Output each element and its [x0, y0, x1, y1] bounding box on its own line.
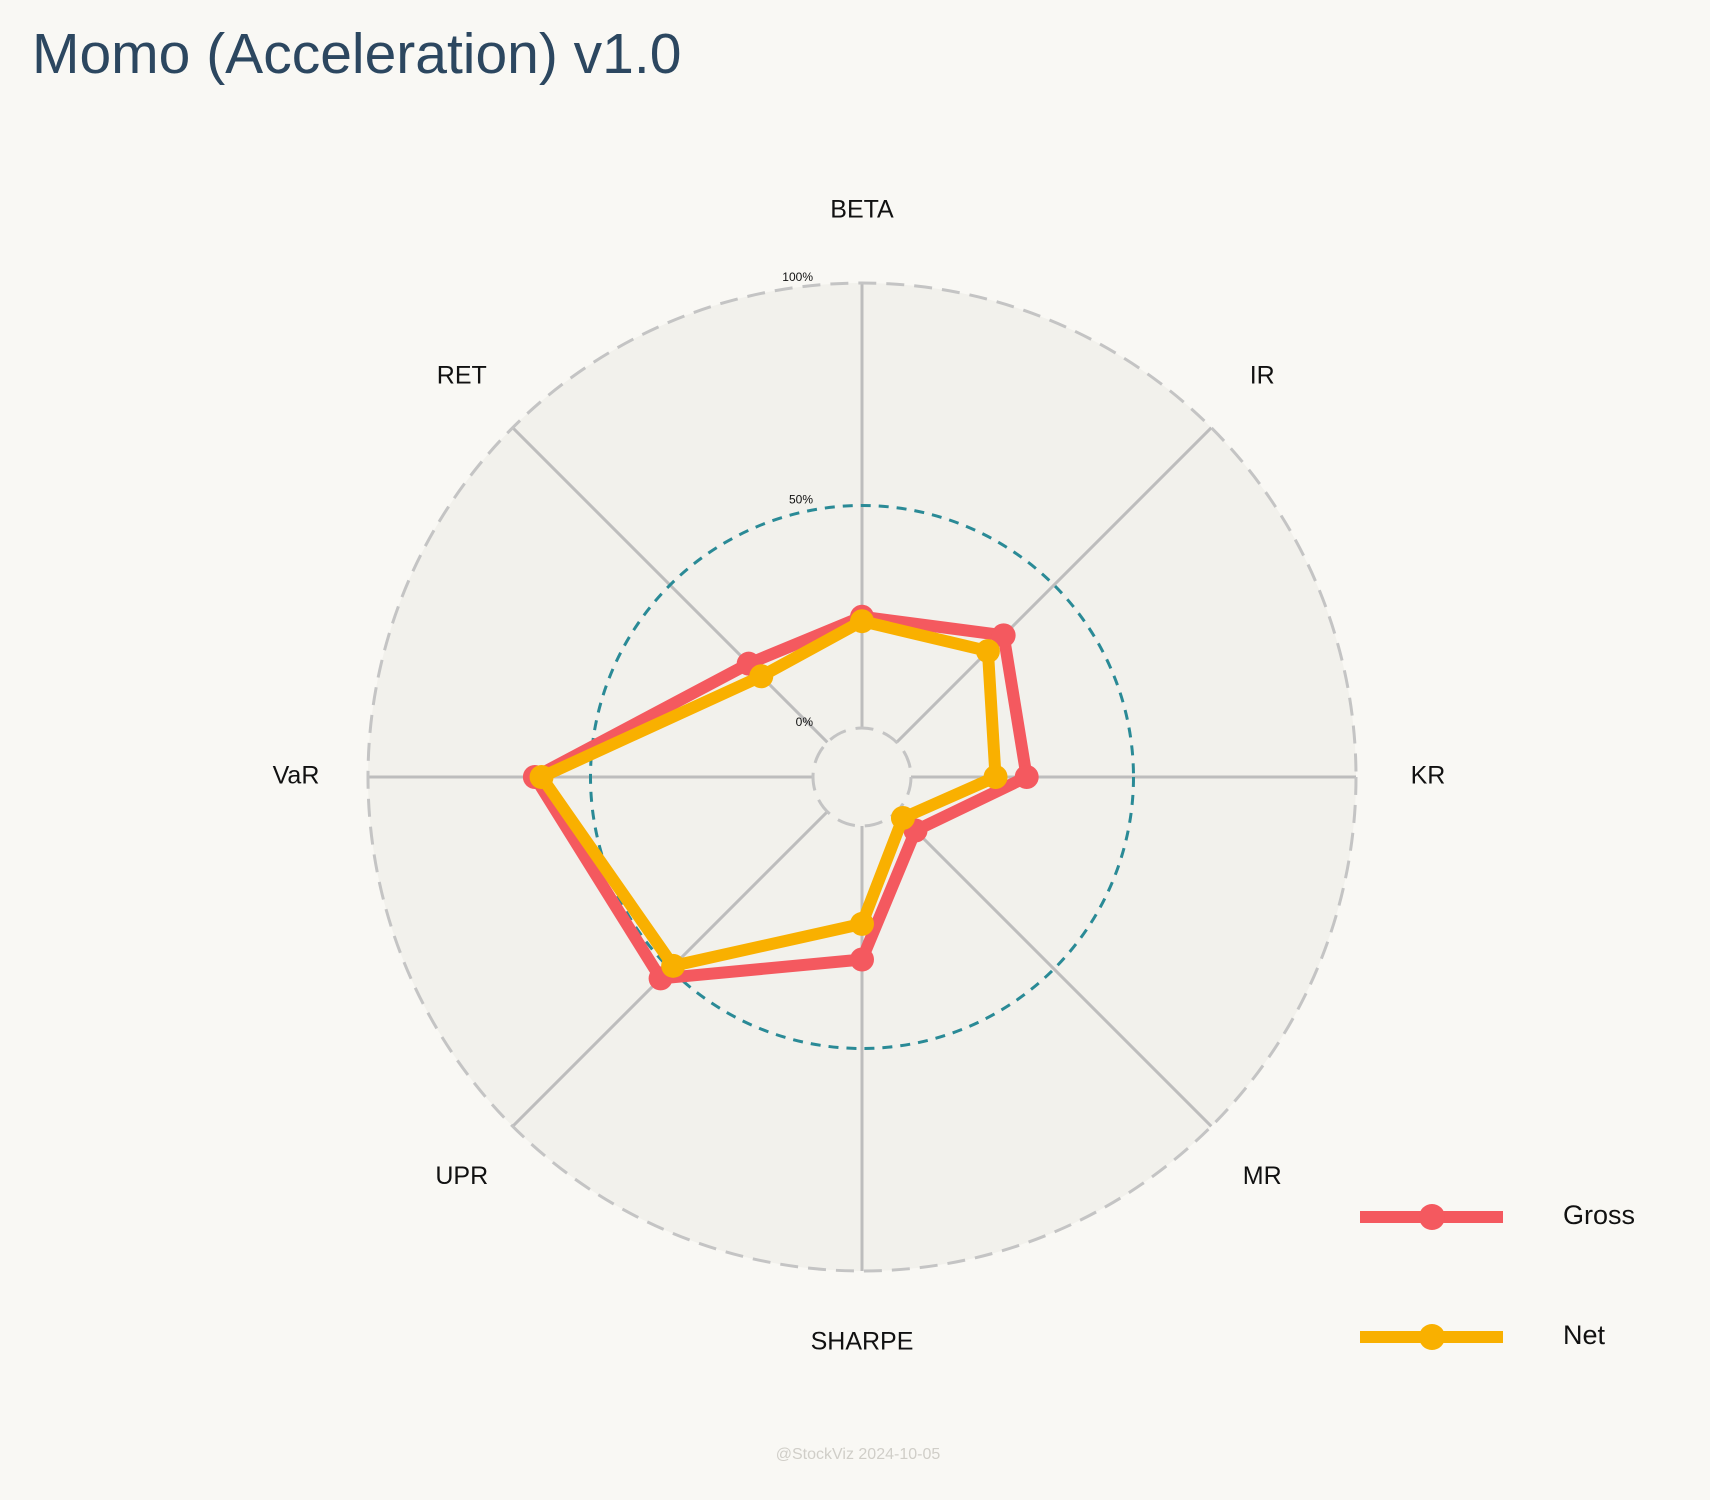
series-point [850, 609, 874, 634]
r-tick-label: 0% [796, 715, 814, 729]
r-tick-label: 100% [782, 270, 813, 284]
legend-label: Gross [1563, 1200, 1635, 1230]
series-point [975, 639, 1000, 664]
axis-label: RET [437, 361, 487, 389]
series-point [529, 765, 554, 789]
axis-label: UPR [435, 1162, 488, 1190]
chart-title: Momo (Acceleration) v1.0 [32, 22, 681, 86]
r-tick-label: 50% [789, 493, 813, 507]
legend-label: Net [1563, 1320, 1606, 1350]
legend-marker [1419, 1204, 1445, 1230]
axis-label: KR [1411, 762, 1446, 790]
spoke [895, 810, 1213, 1128]
series-point [1014, 765, 1039, 789]
series-point [661, 953, 686, 978]
grid-ring [366, 281, 1358, 1273]
series-point [983, 765, 1008, 789]
series-point [749, 664, 774, 689]
grid-ring [589, 504, 1135, 1050]
series-point [890, 805, 915, 830]
grid-ring [811, 726, 913, 828]
axis-label: MR [1243, 1162, 1282, 1190]
axis-label: SHARPE [811, 1328, 914, 1356]
series-point [850, 947, 874, 972]
series-point [991, 623, 1016, 648]
axis-label: IR [1250, 361, 1275, 389]
footer: @StockViz 2024-10-05 [776, 1446, 941, 1463]
series-point [850, 911, 874, 936]
spoke [895, 426, 1213, 744]
axis-label: BETA [830, 196, 894, 224]
axis-label: VaR [273, 762, 320, 790]
legend-marker [1419, 1324, 1445, 1350]
